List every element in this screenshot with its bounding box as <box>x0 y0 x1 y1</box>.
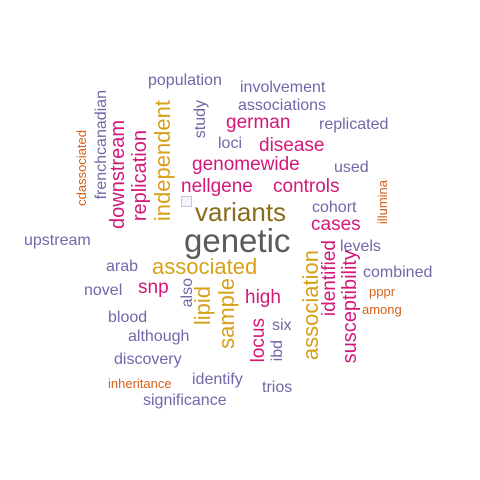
word-discovery: discovery <box>114 351 182 368</box>
word-six: six <box>272 317 292 334</box>
word-susceptibility: susceptibility <box>339 250 361 364</box>
word-locus: locus <box>248 318 269 363</box>
word-genomewide: genomewide <box>192 154 300 175</box>
word-inheritance: inheritance <box>108 376 172 391</box>
word-population: population <box>148 72 222 89</box>
word-illumina: illumina <box>375 180 390 225</box>
word-levels: levels <box>340 238 381 255</box>
word-nellgene: nellgene <box>181 176 253 197</box>
word-cdassociated: cdassociated <box>74 130 89 206</box>
word-novel: novel <box>84 282 123 299</box>
word-trios: trios <box>262 379 293 396</box>
word-identified: identified <box>319 240 340 317</box>
word-involvement: involvement <box>240 79 326 96</box>
small-square-marker <box>181 196 192 207</box>
word-blood: blood <box>108 309 148 326</box>
word-identify: identify <box>192 371 243 388</box>
word-although: although <box>128 328 190 345</box>
word-german: german <box>226 112 291 133</box>
word-among: among <box>362 302 402 317</box>
word-arab: arab <box>106 258 139 275</box>
word-snp: snp <box>138 277 169 298</box>
word-associated: associated <box>152 254 258 279</box>
word-frenchcanadian: frenchcanadian <box>93 90 110 200</box>
word-cases: cases <box>311 214 361 235</box>
word-combined: combined <box>363 264 433 281</box>
word-replication: replication <box>129 130 151 222</box>
word-high: high <box>245 287 281 308</box>
word-sample: sample <box>214 278 239 349</box>
word-genetic: genetic <box>184 222 291 259</box>
word-cohort: cohort <box>312 199 357 216</box>
word-downstream: downstream <box>107 120 129 229</box>
word-variants: variants <box>195 197 287 227</box>
word-independent: independent <box>150 100 175 222</box>
word-associations: associations <box>238 97 327 114</box>
word-disease: disease <box>259 135 325 156</box>
word-significance: significance <box>143 392 227 409</box>
word-also: also <box>179 278 196 308</box>
word-controls: controls <box>273 176 340 197</box>
word-used: used <box>334 159 369 176</box>
word-loci: loci <box>218 135 243 152</box>
word-pppr: pppr <box>369 284 396 299</box>
word-upstream: upstream <box>24 232 91 249</box>
word-ibd: ibd <box>269 340 286 362</box>
word-study: study <box>192 100 209 139</box>
word-replicated: replicated <box>319 116 389 133</box>
